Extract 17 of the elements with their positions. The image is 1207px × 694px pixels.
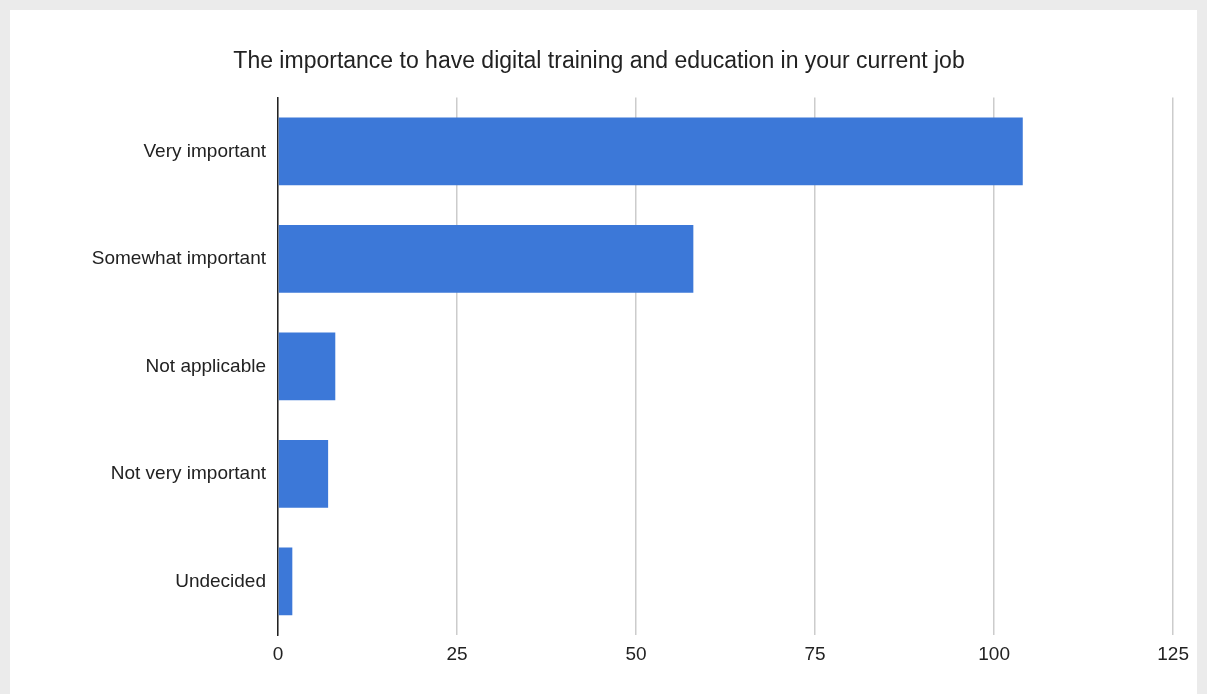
bar (278, 117, 1023, 186)
y-tick-label: Not applicable (145, 354, 266, 376)
bar (278, 440, 329, 508)
x-tick-label: 100 (978, 642, 1010, 664)
y-tick-label: Not very important (110, 462, 267, 484)
y-tick-label: Undecided (175, 569, 266, 591)
bar (278, 332, 336, 401)
y-tick-label: Somewhat important (91, 247, 267, 269)
x-tick-label: 25 (446, 642, 468, 664)
x-tick-label: 75 (804, 642, 826, 664)
bar (278, 547, 293, 616)
chart-title: The importance to have digital training and education in your current job (233, 47, 965, 74)
x-tick-label: 50 (625, 642, 647, 664)
bar (278, 225, 694, 293)
y-tick-label: Very important (143, 139, 267, 161)
x-tick-label: 0 (272, 642, 284, 664)
x-tick-label: 125 (1157, 642, 1189, 664)
